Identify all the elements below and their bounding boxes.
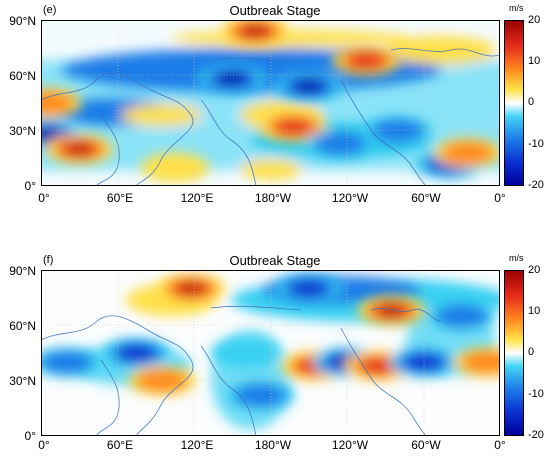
y-tick-label: 30°N bbox=[9, 374, 36, 388]
panel-title: Outbreak Stage bbox=[229, 3, 321, 18]
graticule bbox=[41, 270, 500, 436]
colorbar bbox=[504, 270, 524, 436]
anomaly-feature-layer bbox=[41, 20, 500, 183]
positive-anomaly-contour bbox=[243, 26, 267, 37]
colorbar bbox=[504, 20, 524, 186]
map-frame bbox=[41, 270, 500, 436]
wind-anomaly-map bbox=[41, 270, 500, 436]
colorbar-tick: 20 bbox=[528, 14, 541, 26]
negative-anomaly-contour bbox=[233, 383, 287, 408]
x-tick-label: 120°E bbox=[180, 438, 214, 452]
x-tick-label: 60°W bbox=[411, 438, 441, 452]
negative-anomaly-contour bbox=[41, 129, 59, 140]
x-tick-label: 0° bbox=[494, 191, 506, 205]
colorbar-tick: 10 bbox=[528, 305, 541, 317]
coastline-layer bbox=[41, 48, 500, 186]
colorbar-tick: 0 bbox=[528, 346, 535, 358]
x-tick-label: 180°W bbox=[254, 438, 292, 452]
negative-anomaly-contour bbox=[41, 350, 93, 374]
x-tick-label: 60°E bbox=[106, 438, 134, 452]
negative-anomaly-contour bbox=[297, 81, 321, 92]
negative-anomaly-contour bbox=[371, 119, 425, 143]
y-tick-label: 0° bbox=[24, 179, 36, 193]
x-tick-label: 120°W bbox=[331, 438, 369, 452]
graticule bbox=[41, 20, 500, 186]
x-tick-label: 120°W bbox=[331, 191, 369, 205]
positive-anomaly-contour bbox=[441, 141, 495, 165]
positive-anomaly-contour bbox=[380, 305, 404, 316]
positive-anomaly-contour bbox=[140, 152, 209, 183]
x-tick-label: 180°W bbox=[254, 191, 292, 205]
positive-anomaly-contour bbox=[359, 357, 398, 375]
colorbar-tick: 20 bbox=[528, 264, 541, 276]
x-tick-label: 0° bbox=[38, 438, 50, 452]
panel-f: Outbreak Stage (f) m/s 90°N 60°N 30°N 0°… bbox=[0, 250, 550, 457]
colorbar-unit: m/s bbox=[509, 3, 524, 13]
positive-anomaly-contour bbox=[460, 350, 500, 374]
positive-anomaly-contour bbox=[179, 283, 203, 294]
colorbar-unit: m/s bbox=[509, 253, 524, 263]
wind-anomaly-map bbox=[41, 20, 500, 186]
colorbar-tick: -10 bbox=[528, 388, 544, 400]
colorbar-tick: -10 bbox=[528, 138, 544, 150]
x-tick-label: 60°E bbox=[106, 191, 134, 205]
panel-label: (f) bbox=[43, 254, 54, 266]
anomaly-feature-layer bbox=[41, 273, 500, 411]
negative-anomaly-contour bbox=[220, 73, 244, 85]
coastline-layer bbox=[41, 305, 442, 436]
negative-anomaly-contour bbox=[289, 280, 328, 297]
negative-anomaly-contour bbox=[117, 344, 156, 362]
x-tick-label: 0° bbox=[38, 191, 50, 205]
panel-label: (e) bbox=[43, 4, 57, 16]
positive-anomaly-contour bbox=[347, 52, 386, 69]
positive-anomaly-contour bbox=[67, 144, 91, 155]
x-tick-label: 0° bbox=[494, 438, 506, 452]
y-tick-label: 90°N bbox=[9, 14, 36, 28]
colorbar-tick: 0 bbox=[528, 96, 535, 108]
colorbar-tick: 10 bbox=[528, 55, 541, 67]
colorbar-tick: -20 bbox=[528, 429, 544, 441]
colorbar-tick: -20 bbox=[528, 179, 544, 191]
positive-anomaly-contour bbox=[135, 369, 189, 393]
y-tick-label: 60°N bbox=[9, 319, 36, 333]
positive-anomaly-contour bbox=[274, 118, 313, 136]
negative-anomaly-contour bbox=[314, 131, 368, 156]
negative-anomaly-contour bbox=[404, 353, 443, 371]
y-tick-label: 90°N bbox=[9, 264, 36, 278]
panel-title: Outbreak Stage bbox=[229, 253, 321, 268]
negative-anomaly-contour bbox=[435, 304, 489, 328]
y-tick-label: 30°N bbox=[9, 124, 36, 138]
negative-anomaly-contour bbox=[211, 338, 279, 368]
x-tick-label: 60°W bbox=[411, 191, 441, 205]
panel-e: Outbreak Stage (e) m/s 90°N 60°N 30°N 0°… bbox=[0, 0, 550, 210]
y-tick-label: 60°N bbox=[9, 69, 36, 83]
y-tick-label: 0° bbox=[24, 429, 36, 443]
x-tick-label: 120°E bbox=[180, 191, 214, 205]
map-frame bbox=[41, 20, 500, 186]
